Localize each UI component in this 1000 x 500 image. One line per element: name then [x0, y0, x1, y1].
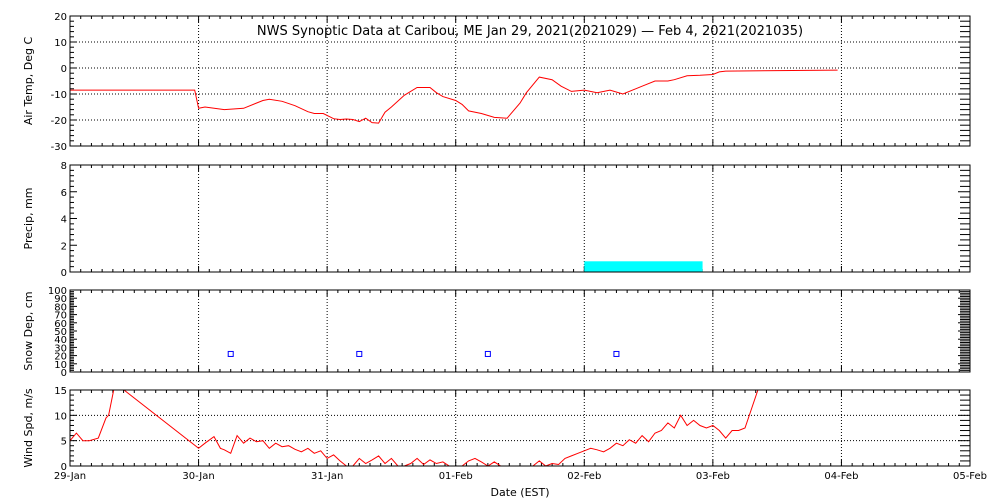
- snow-depth-point: [227, 350, 234, 357]
- panel-frame: [69, 289, 971, 373]
- y-tick-label: 0: [61, 462, 67, 473]
- x-tick-label: 01-Feb: [439, 471, 473, 482]
- y-tick-label: 0: [61, 64, 67, 75]
- y-tick-label: 100: [48, 286, 67, 297]
- series-line-air-temp: [70, 69, 838, 124]
- y-tick-label: 50: [54, 327, 67, 338]
- x-tick-label: 29-Jan: [54, 471, 86, 482]
- y-axis-title: Wind Spd, m/s: [22, 388, 35, 468]
- y-tick-label: 2: [61, 241, 67, 252]
- y-axis-title: Air Temp, Deg C: [22, 37, 35, 126]
- x-tick-label: 31-Jan: [311, 471, 343, 482]
- panel-frame: [69, 15, 971, 147]
- panel-air-temp: -30 -20 -10 0 10 20 Air Temp, Deg C: [22, 12, 971, 153]
- y-tick-label: 30: [54, 343, 67, 354]
- panel-frame: [69, 389, 971, 467]
- y-tick-label: 20: [54, 352, 67, 363]
- snow-depth-point: [613, 350, 620, 357]
- y-axis-title: Precip, mm: [22, 188, 35, 250]
- y-tick-label: 4: [61, 215, 67, 226]
- y-tick-label: -20: [51, 116, 67, 127]
- y-tick-label: 10: [54, 411, 67, 422]
- y-axis-title: Snow Dep, cm: [22, 291, 35, 370]
- y-tick-label: 20: [54, 12, 67, 23]
- x-tick-label: 02-Feb: [567, 471, 601, 482]
- y-tick-label: 80: [54, 302, 67, 313]
- y-tick-label: 90: [54, 294, 67, 305]
- x-tick-label: 30-Jan: [182, 471, 214, 482]
- snow-depth-point: [356, 350, 363, 357]
- chart-title: NWS Synoptic Data at Caribou, ME Jan 29,…: [257, 24, 803, 39]
- y-tick-label: 10: [54, 38, 67, 49]
- plot-area-air-temp: [70, 69, 838, 124]
- y-tick-label: 0: [61, 368, 67, 379]
- panel-frame: [69, 164, 971, 273]
- y-tick-label: -30: [51, 142, 67, 153]
- y-tick-label: 6: [61, 188, 67, 199]
- y-tick-label: -10: [51, 90, 67, 101]
- x-axis-title: Date (EST): [490, 486, 549, 499]
- y-tick-label: 15: [54, 386, 67, 397]
- plot-area-snow-depth: [227, 350, 620, 357]
- precip-bar: [584, 261, 703, 272]
- x-tick-label: 03-Feb: [696, 471, 730, 482]
- y-tick-label: 70: [54, 311, 67, 322]
- plot-area-wind-speed: [70, 390, 759, 466]
- y-tick-label: 5: [61, 437, 67, 448]
- y-tick-label: 60: [54, 319, 67, 330]
- snow-depth-point: [484, 350, 491, 357]
- x-tick-label: 04-Feb: [824, 471, 858, 482]
- x-tick-label: 05-Feb: [953, 471, 987, 482]
- series-line-wind-speed: [70, 390, 759, 466]
- panel-precip: 0 2 4 6 8 Precip, mm: [22, 161, 971, 279]
- panel-wind-speed: 0 5 10 15 Wind Spd, m/s: [22, 386, 971, 473]
- plot-area-precip: [584, 261, 703, 272]
- y-tick-label: 10: [54, 360, 67, 371]
- y-tick-label: 0: [61, 268, 67, 279]
- y-tick-label: 8: [61, 161, 67, 172]
- y-tick-label: 40: [54, 335, 67, 346]
